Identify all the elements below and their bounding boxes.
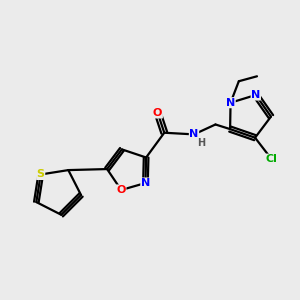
Text: N: N [141, 178, 150, 188]
Text: Cl: Cl [266, 154, 278, 164]
Text: S: S [37, 169, 45, 179]
Text: N: N [226, 98, 235, 108]
Text: N: N [251, 90, 260, 100]
Text: O: O [116, 185, 126, 195]
Text: N: N [189, 129, 199, 140]
Text: O: O [153, 108, 162, 118]
Text: H: H [197, 138, 205, 148]
